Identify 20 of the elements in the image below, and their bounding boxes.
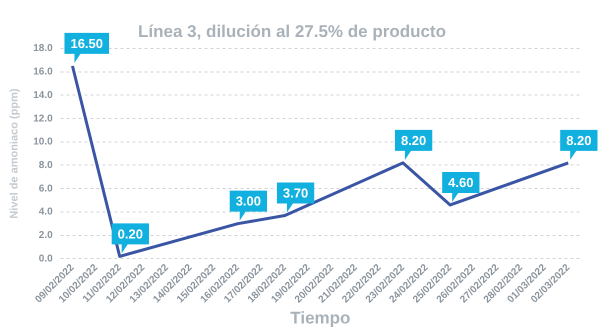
y-tick-label: 14.0: [33, 90, 54, 101]
data-label: 16.50: [70, 36, 104, 52]
y-tick-label: 0.0: [38, 253, 54, 264]
y-tick-label: 2.0: [38, 230, 54, 242]
y-tick-label: 8.0: [38, 160, 54, 171]
chart-title: Línea 3, dilución al 27.5% de producto: [138, 22, 446, 41]
data-label: 0.20: [118, 226, 143, 242]
y-tick-label: 6.0: [38, 183, 54, 194]
y-tick-label: 10.0: [33, 136, 54, 148]
y-tick-label: 16.0: [33, 66, 54, 78]
data-label: 8.20: [400, 132, 426, 148]
x-axis-title: Tiempo: [290, 308, 350, 328]
y-axis-title: Nivel de amoniaco (ppm): [8, 88, 21, 219]
data-label: 8.20: [566, 132, 592, 148]
data-label: 4.60: [448, 175, 474, 190]
y-tick-label: 18.0: [33, 43, 54, 54]
y-tick-label: 4.0: [38, 206, 54, 218]
data-label: 3.70: [282, 186, 308, 201]
y-tick-label: 12.0: [33, 113, 54, 124]
data-label: 3.00: [236, 194, 262, 209]
